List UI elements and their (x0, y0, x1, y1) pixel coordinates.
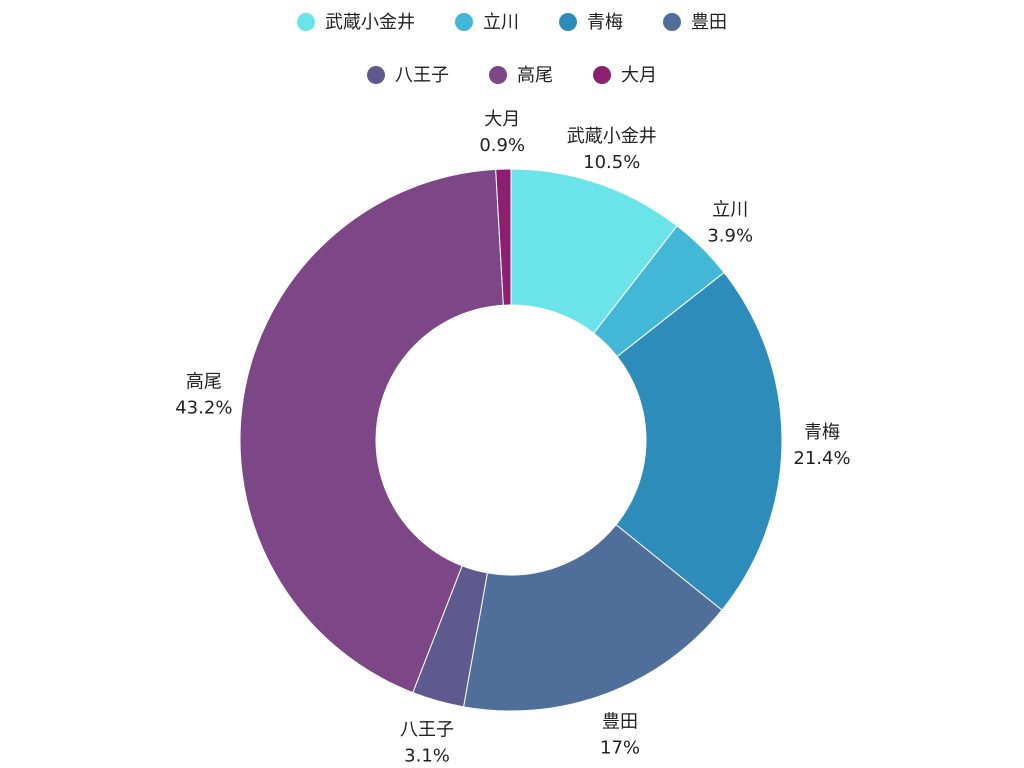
slice-label-value: 10.5% (583, 152, 640, 173)
legend-label: 豊田 (691, 12, 727, 33)
slice-label-name: 八王子 (400, 719, 454, 740)
legend-label: 高尾 (517, 65, 553, 86)
legend-item[interactable]: 高尾 (489, 65, 553, 86)
slice-label-name: 豊田 (602, 711, 638, 732)
slice-label-name: 青梅 (804, 422, 840, 443)
legend-label: 大月 (621, 65, 657, 86)
legend-item[interactable]: 八王子 (367, 65, 449, 86)
slice-label-value: 0.9% (479, 135, 525, 156)
legend-label: 武蔵小金井 (325, 12, 415, 33)
slice-3[interactable] (615, 271, 783, 611)
slice-label-name: 大月 (484, 109, 520, 130)
legend-swatch (559, 13, 577, 31)
slice-6[interactable] (239, 168, 504, 694)
slices (239, 168, 783, 712)
legend-label: 立川 (483, 12, 519, 33)
slice-label-value: 3.1% (404, 745, 450, 766)
legend-swatch (489, 66, 507, 84)
slice-label-value: 21.4% (793, 448, 850, 469)
slice-label-value: 3.9% (707, 225, 753, 246)
legend-swatch (297, 13, 315, 31)
slice-label-value: 17% (600, 737, 640, 758)
legend-swatch (593, 66, 611, 84)
slice-label-name: 立川 (712, 199, 748, 220)
slice-labels: 武蔵小金井 10.5% 立川 3.9% 青梅 21.4% 豊田 17% 八王子 3.1% 高尾 43.… (175, 109, 850, 766)
legend-swatch (367, 66, 385, 84)
slice-label-name: 高尾 (186, 371, 222, 392)
legend-swatch (663, 13, 681, 31)
legend-item[interactable]: 武蔵小金井 (297, 12, 415, 33)
slice-4[interactable] (462, 524, 723, 712)
legend-item[interactable]: 大月 (593, 65, 657, 86)
legend-item[interactable]: 立川 (455, 12, 519, 33)
legend-item[interactable]: 豊田 (663, 12, 727, 33)
slice-label-name: 武蔵小金井 (567, 126, 657, 147)
slice-7[interactable] (495, 168, 512, 306)
legend-swatch (455, 13, 473, 31)
legend-label: 青梅 (587, 12, 623, 33)
legend-item[interactable]: 青梅 (559, 12, 623, 33)
slice-label-value: 43.2% (175, 397, 232, 418)
legend-label: 八王子 (395, 65, 449, 86)
